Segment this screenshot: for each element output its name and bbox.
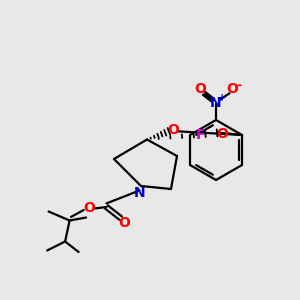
Text: +: + [218,93,226,103]
Text: O: O [194,82,206,96]
Text: F: F [196,128,206,142]
Text: N: N [210,96,222,110]
Text: N: N [134,186,145,200]
Text: O: O [217,127,228,140]
Text: -: - [236,79,242,92]
Text: O: O [167,124,179,137]
Text: O: O [118,216,130,230]
Text: O: O [83,202,95,215]
Text: O: O [226,82,238,96]
